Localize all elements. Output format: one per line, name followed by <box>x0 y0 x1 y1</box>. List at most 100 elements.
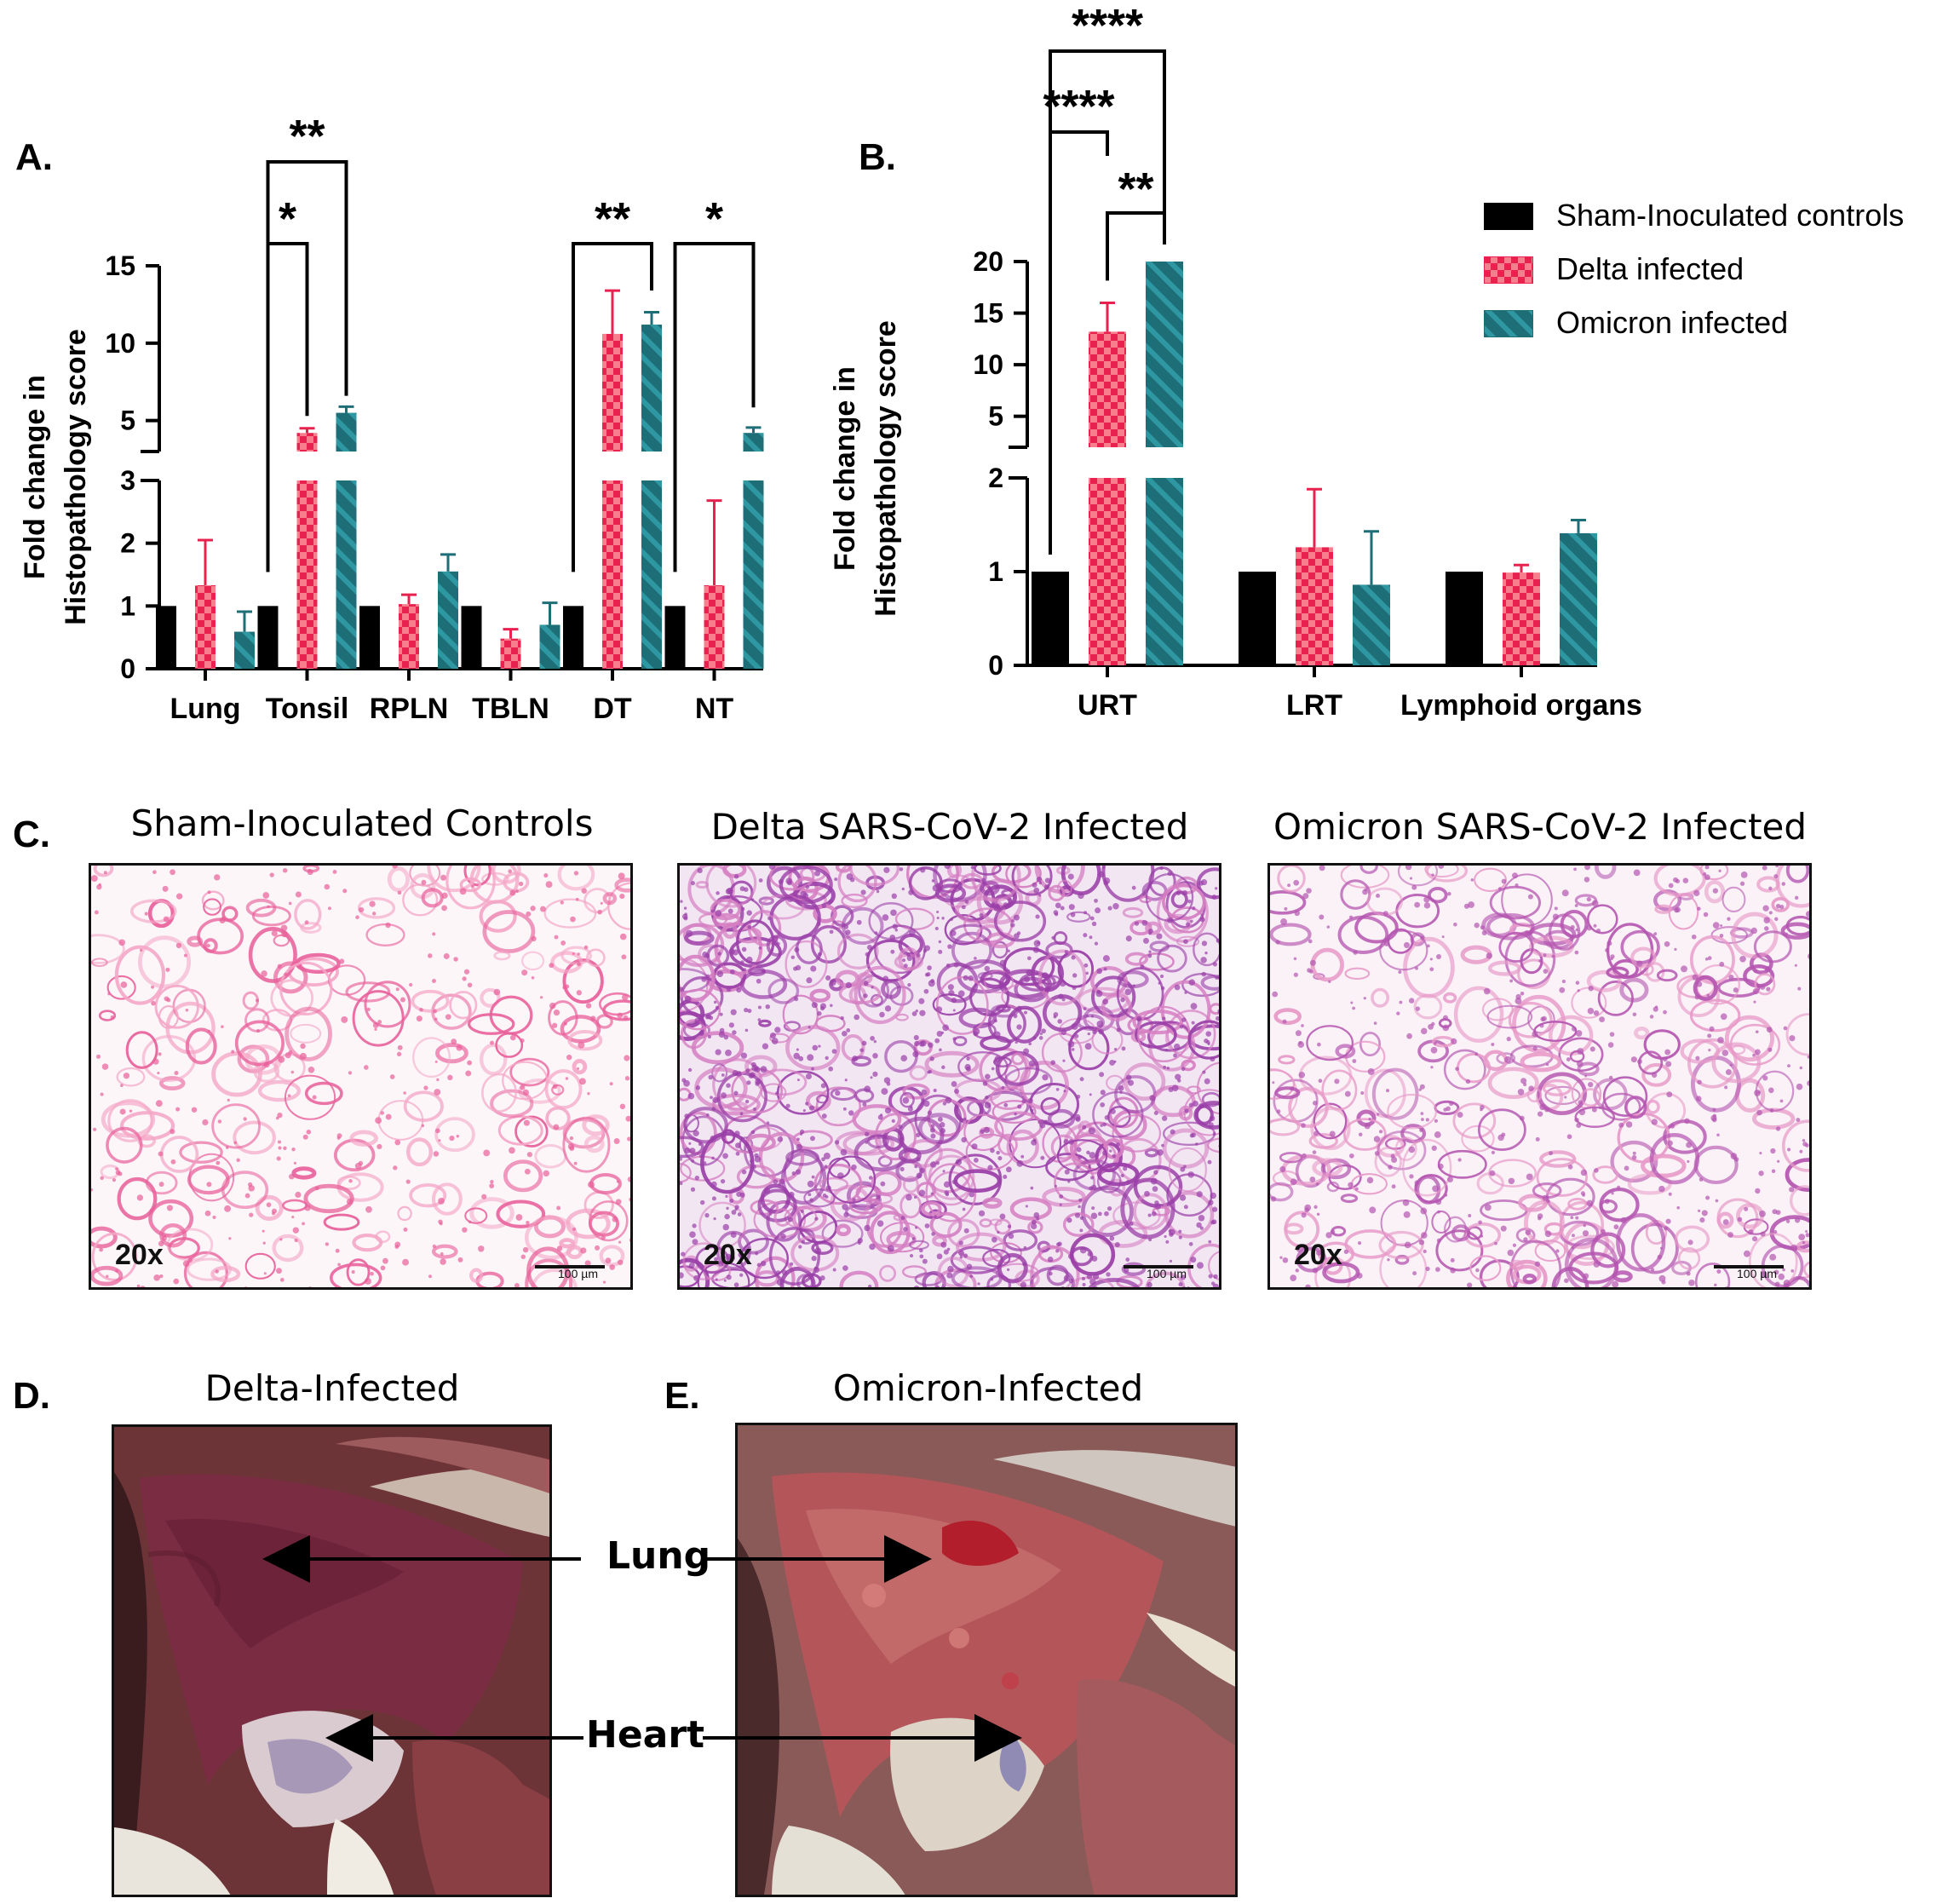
nucleus <box>1610 957 1613 961</box>
tissue-cell <box>1630 946 1657 969</box>
nucleus <box>1571 1026 1577 1032</box>
photo-title-omicron: Omicron-Infected <box>832 1367 1144 1409</box>
nucleus <box>1162 1016 1166 1021</box>
nucleus <box>624 1055 630 1061</box>
nucleus <box>924 972 929 977</box>
nucleus <box>1566 1057 1571 1062</box>
tissue-cell <box>1646 1099 1660 1114</box>
tissue-cell <box>387 866 411 893</box>
nucleus <box>1187 899 1192 904</box>
tissue-cell <box>496 1199 546 1228</box>
nucleus <box>1082 1125 1087 1130</box>
tissue-cell <box>1785 1013 1809 1056</box>
nucleus <box>421 879 427 885</box>
nucleus <box>1632 1012 1637 1017</box>
nucleus <box>820 1083 826 1089</box>
nucleus <box>1016 1024 1022 1030</box>
nucleus <box>1575 981 1580 985</box>
nucleus <box>207 890 211 894</box>
nucleus <box>680 1157 683 1161</box>
panel-label-d: D. <box>13 1375 50 1417</box>
nucleus <box>1184 1108 1189 1113</box>
nucleus <box>1023 1245 1027 1250</box>
nucleus <box>1706 993 1710 998</box>
nucleus <box>490 1179 494 1184</box>
nucleus <box>937 1116 943 1122</box>
nucleus <box>612 1216 618 1222</box>
nucleus <box>1789 1035 1796 1042</box>
nucleus <box>1777 1159 1780 1163</box>
nucleus <box>1098 1028 1104 1035</box>
nucleus <box>757 1005 762 1010</box>
nucleus <box>100 1092 104 1096</box>
tissue-cell <box>1187 1085 1201 1095</box>
nucleus <box>773 940 779 945</box>
nucleus <box>1657 1254 1663 1260</box>
nucleus <box>471 884 474 888</box>
nucleus <box>785 1199 790 1205</box>
tissue-cell <box>203 898 222 916</box>
tissue-cell <box>1306 1025 1354 1061</box>
nucleus <box>908 889 914 895</box>
nucleus <box>1089 916 1095 921</box>
nucleus <box>609 1082 613 1086</box>
nucleus <box>1719 934 1724 938</box>
tissue-cell <box>248 927 297 983</box>
tissue-cell <box>583 888 612 914</box>
nucleus <box>1158 981 1161 985</box>
nucleus <box>1714 1283 1717 1287</box>
nucleus <box>302 1222 305 1226</box>
tissue-cell <box>1624 1096 1647 1119</box>
nucleus <box>710 909 715 913</box>
nucleus <box>225 1146 229 1149</box>
nucleus <box>1539 1023 1544 1028</box>
nucleus <box>796 1079 800 1082</box>
nucleus <box>1196 1191 1203 1198</box>
nucleus <box>891 1119 895 1124</box>
nucleus <box>1435 953 1442 960</box>
nucleus <box>1167 871 1173 877</box>
nucleus <box>1542 1194 1549 1201</box>
nucleus <box>1124 1268 1129 1273</box>
tissue-cell <box>837 866 877 903</box>
nucleus <box>1457 1112 1463 1119</box>
nucleus <box>1181 889 1188 896</box>
tissue-cell <box>1096 1162 1140 1187</box>
nucleus <box>421 1124 425 1128</box>
tissue-cell <box>769 1033 790 1044</box>
nucleus <box>1681 965 1687 973</box>
nucleus <box>99 1247 104 1252</box>
necropsy-photo-delta <box>112 1424 552 1897</box>
chart-a-ylabel-1: Fold change in <box>19 375 51 579</box>
nucleus <box>1036 876 1043 883</box>
nucleus <box>1010 923 1015 928</box>
nucleus <box>1695 1096 1702 1102</box>
nucleus <box>1752 988 1759 995</box>
nucleus <box>1086 1015 1089 1018</box>
nucleus <box>762 969 766 974</box>
nucleus <box>1411 884 1417 890</box>
tissue-cell <box>1200 975 1219 991</box>
nucleus <box>1721 1050 1729 1056</box>
nucleus <box>405 1179 411 1184</box>
nucleus <box>709 1015 714 1021</box>
tissue-cell <box>1486 1004 1533 1029</box>
tissue-cell <box>736 919 775 965</box>
nucleus <box>1079 1077 1084 1082</box>
nucleus <box>950 929 957 936</box>
nucleus <box>351 1270 355 1274</box>
nucleus <box>1594 1168 1599 1173</box>
nucleus <box>115 1269 118 1273</box>
nucleus <box>1449 1101 1454 1106</box>
nucleus <box>164 996 170 1002</box>
nucleus <box>1575 928 1578 932</box>
nucleus <box>1486 1287 1490 1290</box>
nucleus <box>1576 1060 1584 1067</box>
nucleus <box>526 911 532 917</box>
nucleus <box>366 1007 371 1011</box>
nucleus <box>493 988 501 996</box>
nucleus <box>730 969 735 975</box>
nucleus <box>1178 1282 1183 1287</box>
tissue-cell <box>402 883 439 917</box>
nucleus <box>832 1268 836 1272</box>
